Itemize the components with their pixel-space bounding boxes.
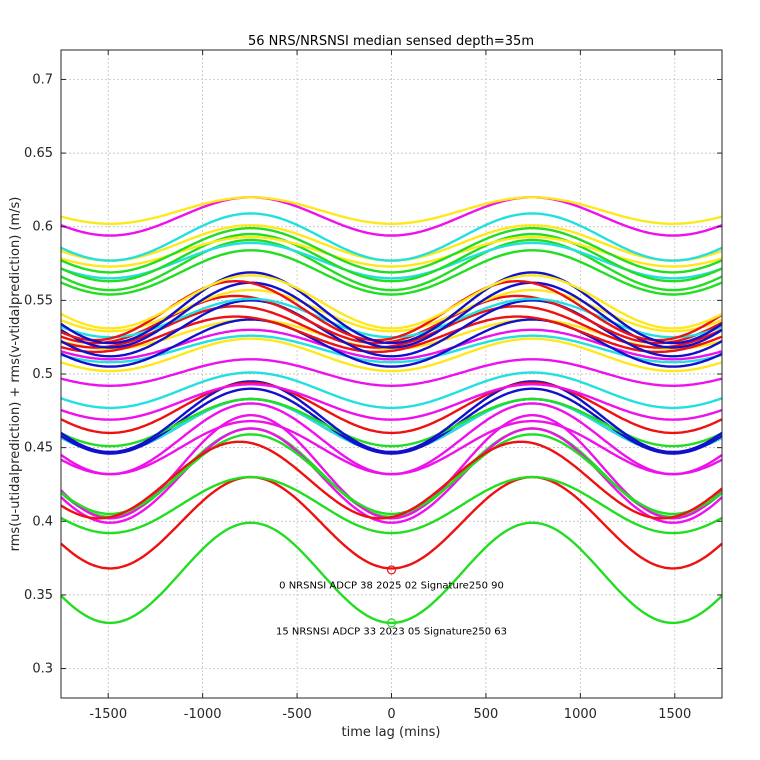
x-axis-title: time lag (mins) xyxy=(342,725,441,740)
series-line-red xyxy=(60,440,723,520)
y-tick-label: 0.5 xyxy=(32,367,53,382)
series-line-magenta xyxy=(60,196,723,237)
series-line-cyan xyxy=(60,334,723,364)
annotation-label: 15 NRSNSI ADCP 33 2023 05 Signature250 6… xyxy=(276,626,507,637)
series-line-red xyxy=(60,381,723,435)
series-line-cyan xyxy=(60,371,723,410)
series-line-cyan xyxy=(60,212,723,262)
series-line-blue xyxy=(60,281,723,349)
y-tick-label: 0.45 xyxy=(24,441,53,456)
series-line-yellow xyxy=(60,274,723,330)
series-line-yellow xyxy=(60,196,723,226)
gridlines xyxy=(61,50,722,698)
series-line-red xyxy=(60,315,723,354)
series-line-magenta xyxy=(60,358,723,387)
series-line-green xyxy=(60,249,723,296)
axis-ticks: -1500 -1000 -500 0 500 1000 1500 0.3 0.35 0.4 0.45… xyxy=(24,50,722,722)
annotations: 0 NRSNSI ADCP 38 2025 02 Signature250 90… xyxy=(276,565,507,637)
y-tick-label: 0.4 xyxy=(32,514,53,529)
series-line-magenta xyxy=(60,427,723,524)
annotation-marker xyxy=(386,618,397,628)
series-line-magenta xyxy=(60,402,723,476)
y-tick-label: 0.35 xyxy=(24,588,53,603)
series-line-magenta xyxy=(60,383,723,421)
series-group xyxy=(60,196,723,625)
x-tick-label: 0 xyxy=(387,707,395,722)
series-line-blue xyxy=(60,318,723,368)
y-tick-label: 0.3 xyxy=(32,662,53,677)
series-line-green xyxy=(60,226,723,274)
y-tick-label: 0.65 xyxy=(24,146,53,161)
annotation-marker xyxy=(386,565,397,575)
y-tick-label: 0.6 xyxy=(32,220,53,235)
x-tick-label: 500 xyxy=(474,707,499,722)
y-tick-label: 0.55 xyxy=(24,293,53,308)
series-line-green xyxy=(60,232,723,283)
series-line-green xyxy=(60,433,723,516)
y-axis-title: rms(u-utidalprediction) + rms(v-vtidalpr… xyxy=(8,197,23,552)
chart-title: 56 NRS/NRSNSI median sensed depth=35m xyxy=(248,34,534,49)
series-line-green xyxy=(60,475,723,535)
x-tick-label: -1000 xyxy=(184,707,222,722)
x-tick-label: -500 xyxy=(282,707,312,722)
x-tick-label: 1500 xyxy=(658,707,691,722)
y-tick-label: 0.7 xyxy=(32,72,53,87)
series-line-green xyxy=(60,397,723,448)
series-line-blue xyxy=(60,380,723,454)
x-tick-label: -1500 xyxy=(89,707,127,722)
series-line-red xyxy=(60,475,723,570)
x-tick-label: 1000 xyxy=(564,707,597,722)
series-line-blue xyxy=(60,271,723,345)
series-line-blue xyxy=(60,299,723,358)
series-line-cyan xyxy=(60,241,723,280)
series-line-green xyxy=(60,238,723,292)
series-line-yellow xyxy=(60,337,723,373)
series-line-green xyxy=(60,521,723,625)
annotation-label: 0 NRSNSI ADCP 38 2025 02 Signature250 90 xyxy=(279,581,504,592)
